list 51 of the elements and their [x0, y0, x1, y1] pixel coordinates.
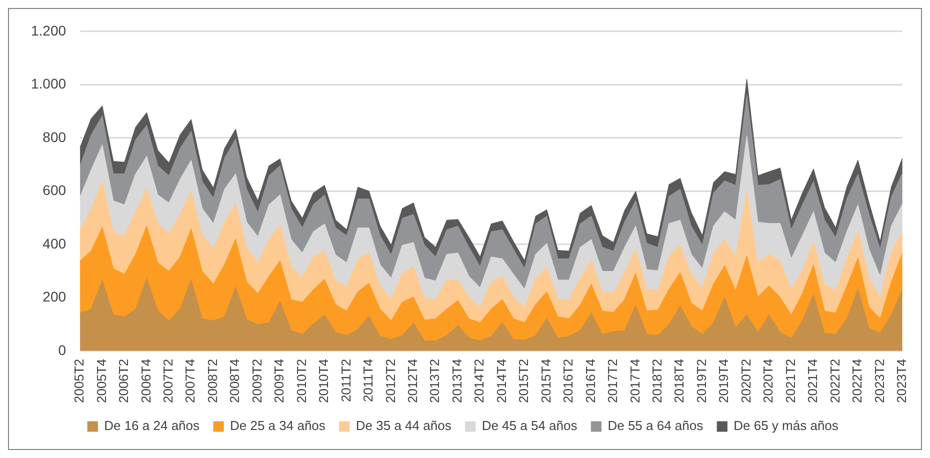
x-tick-label: 2015T2: [516, 358, 532, 404]
legend-label: De 45 a 54 años: [482, 418, 578, 434]
x-tick-label: 2014T2: [472, 358, 487, 404]
legend-label: De 55 a 64 años: [608, 418, 704, 434]
x-tick-label: 2023T2: [872, 358, 887, 404]
y-tick-label: 400: [42, 235, 66, 252]
legend-label: De 25 a 34 años: [230, 418, 326, 434]
x-tick-label: 2009T2: [249, 358, 264, 404]
x-tick-label: 2006T2: [116, 358, 132, 404]
x-tick-label: 2018T4: [672, 358, 687, 404]
y-tick-label: 0: [58, 342, 66, 358]
x-tick-label: 2020T4: [760, 358, 776, 404]
x-tick-label: 2005T2: [72, 358, 87, 404]
x-tick-label: 2014T4: [494, 358, 509, 404]
x-tick-label: 2012T2: [382, 358, 398, 404]
y-tick-label: 600: [42, 182, 66, 198]
x-tick-label: 2005T4: [94, 358, 109, 404]
legend-label: De 16 a 24 años: [104, 418, 200, 434]
x-tick-label: 2016T4: [582, 358, 598, 404]
x-tick-label: 2012T4: [405, 358, 420, 404]
x-tick-label: 2007T2: [160, 358, 176, 404]
x-tick-label: 2020T2: [738, 358, 754, 404]
x-tick-label: 2007T4: [182, 358, 198, 404]
x-tick-label: 2010T2: [294, 358, 309, 404]
x-tick-label: 2021T4: [805, 358, 820, 404]
x-tick-label: 2008T2: [204, 358, 220, 404]
x-tick-label: 2017T2: [605, 358, 620, 404]
x-tick-label: 2022T2: [827, 358, 842, 404]
x-tick-label: 2015T4: [538, 358, 554, 404]
y-tick-label: 200: [42, 288, 66, 305]
legend-label: De 65 y más años: [734, 418, 839, 434]
x-tick-label: 2023T4: [894, 358, 909, 404]
x-tick-label: 2016T2: [560, 358, 576, 404]
y-tick-label: 800: [42, 128, 66, 145]
x-tick-label: 2022T4: [850, 358, 865, 404]
x-tick-label: 2010T4: [316, 358, 332, 404]
x-tick-label: 2013T4: [449, 358, 464, 404]
x-tick-label: 2008T4: [227, 358, 242, 404]
x-tick-label: 2021T2: [782, 358, 798, 404]
y-tick-label: 1.200: [30, 22, 66, 38]
x-tick-label: 2013T2: [427, 358, 442, 404]
x-tick-label: 2019T2: [694, 358, 709, 404]
legend-label: De 35 a 44 años: [356, 418, 452, 434]
x-tick-label: 2009T4: [272, 358, 287, 404]
x-tick-label: 2018T2: [649, 358, 664, 404]
x-tick-label: 2011T2: [338, 358, 354, 402]
x-tick-label: 2017T4: [627, 358, 642, 404]
x-tick-label: 2006T4: [138, 358, 154, 404]
x-tick-label: 2011T4: [360, 358, 376, 402]
x-tick-label: 2019T4: [716, 358, 732, 404]
y-tick-label: 1.000: [30, 76, 66, 92]
